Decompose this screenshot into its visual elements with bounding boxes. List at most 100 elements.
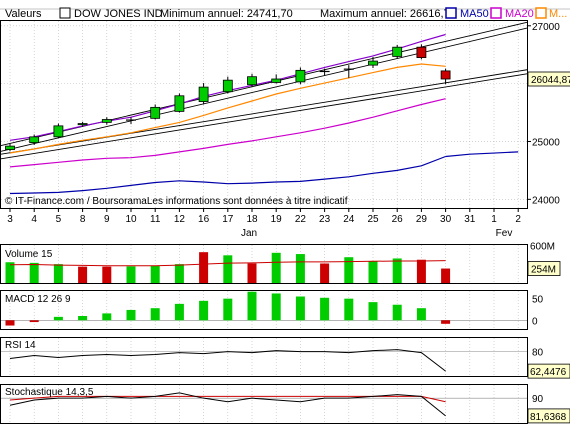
stochastic-line: [9, 392, 446, 417]
volume-bar: [29, 262, 39, 283]
trend-channel-line: [0, 27, 528, 152]
volume-bar: [150, 266, 160, 283]
volume-bar: [174, 264, 184, 283]
candle-body: [247, 76, 257, 86]
volume-bar: [102, 266, 112, 283]
ma20-legend-label: MA20: [505, 8, 534, 20]
rsi-frame: [0, 337, 528, 377]
date-tick-label: 5: [56, 214, 62, 225]
macd-bar: [199, 300, 209, 321]
macd-bar: [247, 291, 257, 321]
macd-bar: [368, 302, 378, 321]
candle-body: [392, 46, 403, 57]
date-tick-label: 17: [222, 214, 234, 225]
macd-bar: [295, 296, 305, 321]
macd-bar: [53, 316, 63, 321]
macd-bar: [344, 298, 354, 321]
rsi-panel: 80 62,4476: [1, 348, 570, 379]
macd-tick-label: 50: [532, 295, 544, 306]
candle-body: [198, 86, 209, 102]
stochastic-frame: [0, 384, 528, 424]
valeurs-label: Valeurs: [5, 8, 42, 20]
volume-bar: [5, 262, 15, 283]
price-tick-label: 25000: [532, 137, 560, 148]
date-tick-label: 1: [491, 214, 497, 225]
macd-bar: [392, 304, 402, 321]
date-tick-label: 10: [125, 214, 137, 225]
month-label-jan: Jan: [241, 228, 257, 239]
date-tick-label: 24: [343, 214, 355, 225]
ma-orange-legend-swatch: [535, 7, 547, 19]
annual-max-label: Maximum annuel: 26616,71: [320, 8, 456, 20]
ma-orange-legend-label: M...: [549, 8, 567, 20]
volume-last-label: 254M: [531, 265, 556, 276]
volume-bar: [344, 257, 354, 283]
macd-bar: [5, 320, 15, 326]
volume-bar: [271, 252, 281, 283]
rsi-last-box: [527, 363, 570, 379]
candle-body: [53, 125, 64, 138]
stochastic-panel: 90 81,6368: [1, 392, 570, 424]
volume-bar: [295, 254, 305, 283]
candle-body: [29, 136, 40, 144]
date-tick-label: 18: [246, 214, 258, 225]
date-tick-label: 4: [31, 214, 37, 225]
price-panel: [0, 21, 528, 200]
date-axis: 3 4 5 8 9 10 11 12 16 17 18 19 22 23 24 25 26 29 30 31 1 2: [7, 208, 521, 225]
candle-body: [295, 69, 306, 83]
date-tick-label: 23: [319, 214, 331, 225]
macd-bar: [78, 316, 88, 321]
date-tick-label: 25: [367, 214, 379, 225]
macd-bar: [320, 297, 330, 321]
symbol-swatch: [59, 7, 71, 19]
credit-text: © IT-Finance.com / BoursoramaLes informa…: [5, 196, 348, 207]
volume-bar: [441, 268, 451, 283]
volume-bar: [223, 255, 233, 283]
macd-bar: [102, 313, 112, 321]
price-tick-label: 24000: [532, 195, 560, 206]
date-tick-label: 2: [515, 214, 521, 225]
volume-bar: [53, 264, 63, 283]
volume-bar: [78, 266, 88, 283]
macd-tick-label: 0: [532, 316, 538, 327]
date-tick-label: 22: [295, 214, 307, 225]
candle-body: [5, 145, 15, 150]
rsi-tick-label: 80: [532, 348, 544, 359]
date-tick-label: 3: [7, 214, 13, 225]
stochastic-last-label: 81,6368: [530, 412, 567, 423]
price-tick-label: 27000: [532, 22, 560, 33]
macd-bar: [441, 320, 451, 324]
volume-ma-line: [9, 260, 446, 267]
price-frame: [0, 20, 528, 209]
candle-body: [77, 123, 88, 126]
candle-body: [150, 106, 161, 119]
volume-bar: [247, 263, 257, 283]
volume-bar: [126, 266, 136, 283]
candle-body: [368, 60, 378, 66]
trend-channel-line: [0, 69, 528, 155]
macd-bar: [29, 320, 39, 323]
volume-panel: 600M 254M: [5, 241, 561, 283]
ma50-legend-swatch: [445, 7, 457, 19]
rsi-title: RSI 14: [5, 340, 36, 351]
ma20-line: [9, 98, 446, 168]
macd-frame: [0, 290, 528, 330]
macd-bar: [174, 303, 184, 321]
ma-orange-line: [9, 63, 446, 154]
candle-body: [101, 119, 112, 123]
month-label-fev: Fev: [496, 228, 513, 239]
date-tick-label: 19: [271, 214, 283, 225]
date-tick-label: 8: [80, 214, 86, 225]
last-price-label: 26044,87: [531, 75, 570, 86]
date-tick-label: 26: [392, 214, 404, 225]
stochastic-tick-label: 90: [532, 394, 544, 405]
macd-bar: [271, 293, 281, 321]
volume-bar: [368, 260, 378, 283]
ma20-legend-swatch: [490, 7, 502, 19]
price-axis: 24000 25000 27000 26044,87: [527, 22, 570, 206]
macd-title: MACD 12 26 9: [5, 294, 71, 305]
date-tick-label: 29: [416, 214, 428, 225]
ma50-line: [9, 155, 446, 195]
stochastic-title: Stochastique 14,3,5: [5, 387, 94, 398]
